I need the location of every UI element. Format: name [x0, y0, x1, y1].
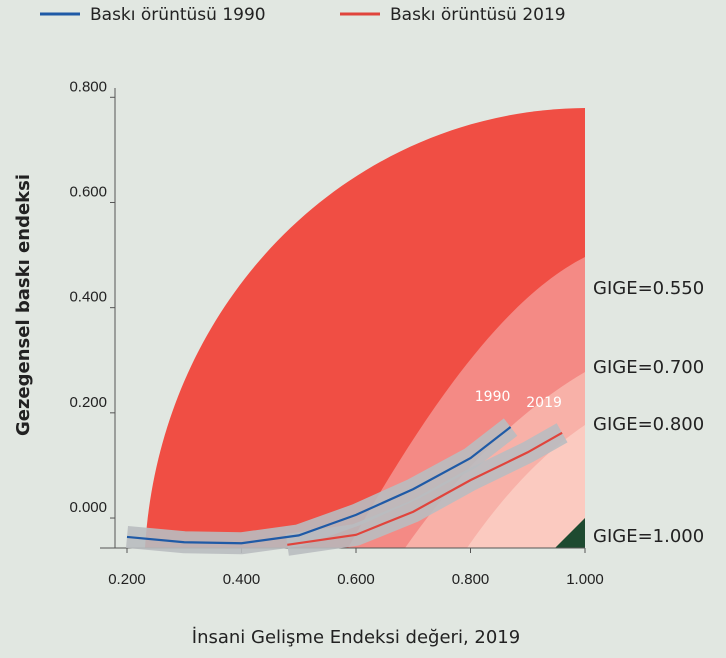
region	[555, 518, 585, 548]
region	[467, 425, 585, 548]
y-tick-label: 0.200	[69, 394, 107, 411]
line	[126, 426, 512, 545]
region-label: GIGE=0.550	[593, 278, 704, 299]
x-tick-label: 0.200	[108, 571, 146, 588]
x-tick-label: 0.600	[337, 571, 375, 588]
x-tick-label: 0.400	[223, 571, 261, 588]
y-tick-label: 0.600	[69, 183, 107, 200]
region-label: GIGE=1.000	[593, 526, 704, 547]
legend-label: Baskı örüntüsü 2019	[390, 5, 566, 25]
region-label: GIGE=0.800	[593, 414, 704, 435]
y-tick-label: 0.000	[69, 499, 107, 516]
x-tick-label: 1.000	[566, 571, 604, 588]
y-tick-label: 0.800	[69, 78, 107, 95]
region-label: GIGE=0.700	[593, 357, 704, 378]
y-tick-label: 0.400	[69, 289, 107, 306]
line	[287, 431, 563, 546]
x-tick-label: 0.800	[452, 571, 490, 588]
y-axis-label: Gezegensel baskı endeksi	[13, 174, 34, 436]
x-axis-label: İnsani Gelişme Endeksi değeri, 2019	[192, 627, 520, 648]
legend-label: Baskı örüntüsü 1990	[90, 5, 266, 25]
line-label: 2019	[526, 395, 562, 411]
line-label: 1990	[475, 389, 511, 405]
